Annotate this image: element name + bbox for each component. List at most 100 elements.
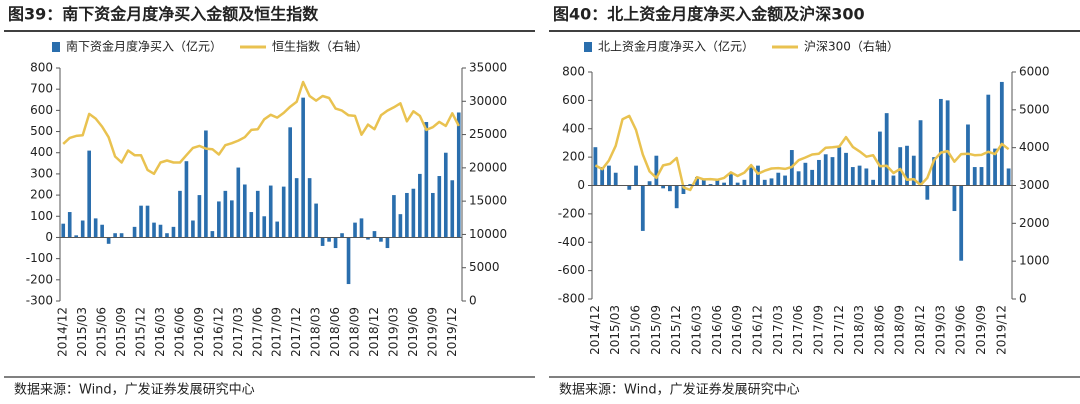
y-tick-label: 300 <box>30 166 53 180</box>
bar <box>918 120 923 186</box>
bar <box>701 179 706 186</box>
bar <box>810 169 815 186</box>
bar <box>627 185 632 190</box>
bar <box>249 212 254 238</box>
bar <box>165 233 169 238</box>
bar <box>204 130 208 238</box>
bar <box>191 220 195 238</box>
bar <box>966 124 970 186</box>
y-tick-label: -300 <box>26 294 53 308</box>
bar <box>392 195 396 238</box>
y-tick-label: -400 <box>558 235 585 249</box>
bar <box>640 185 645 231</box>
bar <box>61 223 66 238</box>
bar <box>80 220 85 238</box>
bar <box>113 233 117 238</box>
bar <box>830 157 835 186</box>
x-tick-label: 2015/12 <box>669 305 683 355</box>
x-tick-label: 2018/03 <box>309 307 323 357</box>
bar <box>67 212 72 238</box>
x-tick-label: 2017/06 <box>791 305 805 355</box>
y2-tick-label: 5000 <box>469 260 500 274</box>
bar <box>796 171 801 186</box>
y2-tick-label: 1000 <box>1019 254 1050 268</box>
x-tick-label: 2015/06 <box>629 305 643 355</box>
chart-title: 图39：南下资金月度净买入金额及恒生指数 <box>8 5 319 24</box>
x-tick-label: 2016/12 <box>750 305 764 355</box>
bar <box>837 147 842 186</box>
bar <box>385 237 390 249</box>
bar <box>1006 168 1011 186</box>
x-tick-label: 2016/06 <box>710 305 724 355</box>
bar <box>359 218 364 238</box>
x-tick-label: 2017/09 <box>811 305 825 355</box>
y2-tick-label: 3000 <box>1019 178 1050 192</box>
x-tick-label: 2014/12 <box>588 305 602 355</box>
bar <box>145 205 150 238</box>
y2-tick-label: 2000 <box>1019 216 1050 230</box>
bar <box>262 216 267 238</box>
y-tick-label: 100 <box>30 209 53 223</box>
bar <box>119 233 124 238</box>
bar <box>372 231 377 238</box>
bar <box>443 152 448 238</box>
x-tick-label: 2017/12 <box>832 305 846 355</box>
bar <box>100 224 104 238</box>
bar <box>320 237 325 246</box>
y2-tick-label: 35000 <box>469 61 507 75</box>
legend-swatch <box>52 42 60 52</box>
y-tick-label: -600 <box>558 263 585 277</box>
y2-tick-label: 0 <box>469 294 477 308</box>
x-tick-label: 2015/09 <box>649 305 663 355</box>
x-tick-label: 2015/03 <box>608 305 622 355</box>
source-note: 数据来源：Wind，广发证券发展研究中心 <box>559 382 800 398</box>
y-tick-label: 500 <box>30 124 53 138</box>
bar <box>437 176 442 238</box>
x-tick-label: 2018/12 <box>913 305 927 355</box>
bar <box>844 152 848 186</box>
x-tick-label: 2015/09 <box>114 307 128 357</box>
bar <box>762 179 767 186</box>
legend-label: 南下资金月度净买入（亿元） <box>66 39 222 54</box>
bar <box>366 237 370 240</box>
bar <box>952 185 957 212</box>
bar <box>294 178 299 238</box>
bar <box>769 178 774 186</box>
bar <box>857 165 862 186</box>
bar <box>333 237 338 249</box>
line-series <box>594 114 1010 192</box>
y-tick-label: 600 <box>30 103 53 117</box>
x-tick-label: 2016/12 <box>211 307 225 357</box>
bar <box>106 237 111 244</box>
y-tick-label: -800 <box>558 292 585 306</box>
bar <box>864 168 869 186</box>
bar <box>878 131 882 186</box>
bar <box>607 165 611 186</box>
bar <box>695 176 699 186</box>
bar <box>749 167 754 186</box>
x-tick-label: 2019/09 <box>974 305 988 355</box>
y2-tick-label: 0 <box>1019 292 1027 306</box>
bar <box>742 179 747 186</box>
bar <box>999 81 1004 186</box>
chart-title: 图40：北上资金月度净买入金额及沪深300 <box>553 5 865 24</box>
bar <box>431 192 435 238</box>
x-tick-label: 2015/03 <box>75 307 89 357</box>
x-tick-label: 2019/03 <box>933 305 947 355</box>
bar <box>898 147 903 186</box>
bar <box>979 167 984 186</box>
x-tick-label: 2017/03 <box>771 305 785 355</box>
y-tick-label: 800 <box>562 65 585 79</box>
bar <box>932 157 936 186</box>
bar <box>314 203 318 238</box>
bar <box>340 233 344 238</box>
bar <box>87 150 91 238</box>
y-tick-label: -200 <box>558 206 585 220</box>
bar <box>288 127 292 238</box>
bar <box>959 185 964 261</box>
bar <box>654 155 659 186</box>
y-tick-label: 400 <box>562 121 585 135</box>
bar <box>411 188 416 238</box>
bar <box>307 178 312 238</box>
x-tick-label: 2015/12 <box>134 307 148 357</box>
